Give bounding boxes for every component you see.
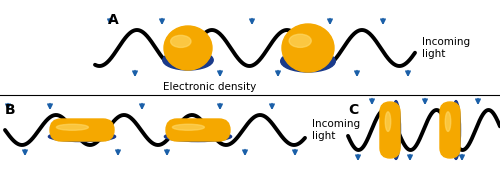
- Text: Incoming
light: Incoming light: [312, 119, 360, 141]
- Ellipse shape: [392, 101, 400, 159]
- Text: C: C: [348, 103, 358, 117]
- Ellipse shape: [280, 50, 336, 72]
- Ellipse shape: [164, 132, 232, 141]
- Ellipse shape: [56, 124, 88, 130]
- Ellipse shape: [163, 50, 213, 70]
- Ellipse shape: [446, 112, 451, 131]
- Ellipse shape: [289, 34, 311, 47]
- Text: Electronic density: Electronic density: [164, 82, 256, 92]
- Ellipse shape: [164, 26, 212, 70]
- Ellipse shape: [172, 124, 204, 130]
- Text: A: A: [108, 13, 118, 27]
- Ellipse shape: [385, 112, 391, 131]
- Ellipse shape: [452, 101, 460, 159]
- Ellipse shape: [170, 35, 191, 47]
- Text: B: B: [4, 103, 16, 117]
- Ellipse shape: [282, 24, 334, 72]
- FancyBboxPatch shape: [440, 102, 460, 158]
- Text: Incoming
light: Incoming light: [422, 37, 470, 59]
- FancyBboxPatch shape: [380, 102, 400, 158]
- Ellipse shape: [48, 132, 116, 141]
- FancyBboxPatch shape: [50, 119, 114, 141]
- FancyBboxPatch shape: [166, 119, 230, 141]
